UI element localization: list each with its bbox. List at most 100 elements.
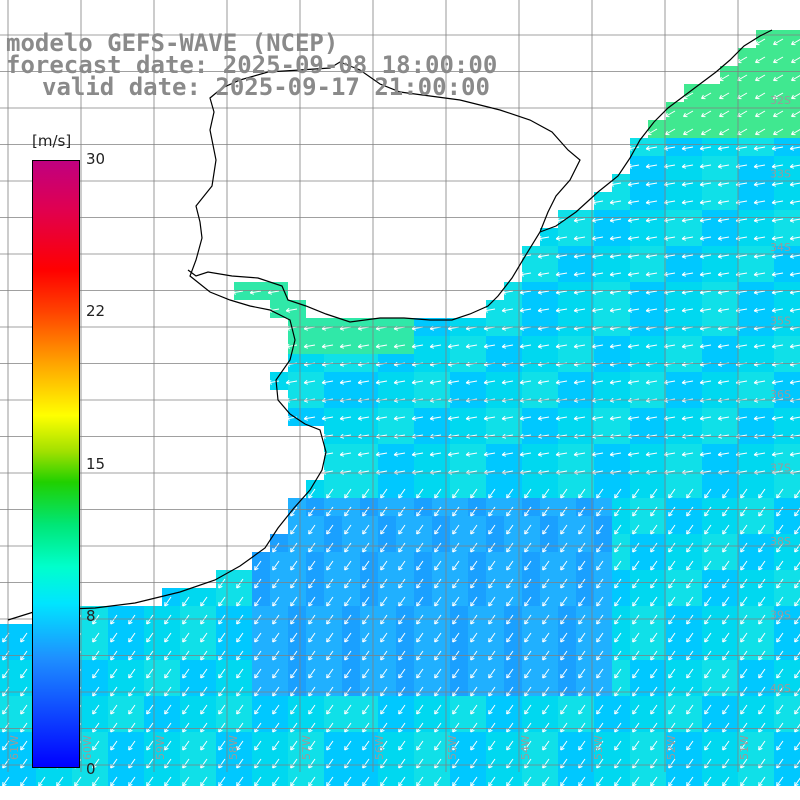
wind-arrow — [699, 253, 712, 259]
wind-arrow — [771, 217, 784, 223]
wind-arrow — [321, 343, 334, 349]
wind-arrow — [627, 217, 640, 223]
wind-arrow — [719, 128, 730, 136]
longitude-label: 56W — [373, 735, 386, 760]
wind-arrow — [429, 451, 442, 457]
wind-arrow — [717, 163, 730, 169]
wind-arrow — [596, 488, 604, 499]
wind-arrow — [555, 451, 568, 457]
wind-arrow — [501, 415, 514, 421]
wind-arrow — [519, 271, 532, 277]
wind-cell — [792, 210, 800, 228]
wind-arrow — [591, 253, 604, 259]
wind-cell — [792, 30, 800, 48]
wind-arrow — [591, 379, 604, 385]
wind-arrow — [645, 253, 658, 259]
wind-arrow — [681, 181, 694, 187]
wind-arrow — [753, 217, 766, 223]
latitude-label: 32S — [770, 94, 791, 107]
wind-arrow — [519, 307, 532, 313]
wind-arrow — [699, 271, 712, 277]
wind-arrow — [789, 415, 800, 421]
wind-cell — [792, 732, 800, 750]
wind-arrow — [771, 145, 784, 151]
wind-arrow — [791, 74, 800, 82]
colorbar — [32, 160, 80, 768]
wind-arrow — [573, 271, 586, 277]
wind-cell — [792, 444, 800, 462]
wind-arrow — [591, 343, 604, 349]
wind-arrow — [681, 307, 694, 313]
longitude-label: 58W — [227, 735, 240, 760]
wind-arrow — [609, 199, 622, 205]
wind-arrow — [411, 343, 424, 349]
wind-cell — [792, 480, 800, 498]
wind-arrow — [344, 506, 352, 517]
wind-arrow — [465, 451, 478, 457]
wind-arrow — [753, 235, 766, 241]
wind-arrow — [776, 488, 784, 499]
wind-cell — [792, 588, 800, 606]
wind-arrow — [668, 488, 676, 499]
wind-arrow — [519, 415, 532, 421]
wind-arrow — [719, 110, 730, 118]
wind-cell — [792, 174, 800, 192]
wind-arrow — [506, 506, 514, 517]
wind-arrow — [699, 451, 712, 457]
wind-arrow — [339, 451, 352, 457]
wind-arrow — [393, 343, 406, 349]
wind-arrow — [773, 38, 784, 46]
wind-arrow — [429, 379, 442, 385]
wind-arrow — [501, 307, 514, 313]
wind-arrow — [303, 379, 316, 385]
wind-arrow — [573, 451, 586, 457]
longitude-label: 55W — [446, 735, 459, 760]
wind-arrow — [645, 307, 658, 313]
wind-arrow — [755, 110, 766, 118]
wind-cell — [792, 390, 800, 408]
wind-arrow — [452, 506, 460, 517]
wind-cell — [792, 282, 800, 300]
wind-arrow — [647, 128, 658, 136]
wind-arrow — [560, 488, 568, 499]
wind-arrow — [627, 235, 640, 241]
wind-arrow — [699, 181, 712, 187]
wind-arrow — [573, 253, 586, 259]
wind-arrow — [755, 74, 766, 82]
wind-cell — [792, 66, 800, 84]
wind-arrow — [627, 379, 640, 385]
wind-arrow — [578, 488, 586, 499]
colorbar-unit: [m/s] — [32, 132, 72, 150]
wind-arrow — [771, 307, 784, 313]
wind-arrow — [699, 217, 712, 223]
wind-arrow — [303, 343, 316, 349]
wind-arrow — [683, 128, 694, 136]
wind-arrow — [321, 415, 334, 421]
wind-cell — [792, 498, 800, 516]
colorbar-tick-8: 8 — [86, 607, 96, 625]
wind-arrow — [755, 92, 766, 100]
wind-arrow — [753, 307, 766, 313]
wind-arrow — [704, 506, 712, 517]
wind-arrow — [719, 92, 730, 100]
wind-arrow — [789, 343, 800, 349]
wind-arrow — [470, 506, 478, 517]
wind-cell — [792, 48, 800, 66]
wind-cell — [792, 138, 800, 156]
wind-arrow — [645, 415, 658, 421]
wind-arrow — [519, 343, 532, 349]
wind-cell — [792, 120, 800, 138]
wind-arrow — [722, 506, 730, 517]
wind-arrow — [488, 506, 496, 517]
wind-arrow — [398, 506, 406, 517]
wind-arrow — [681, 379, 694, 385]
wind-arrow — [789, 271, 800, 277]
wind-direction-arrows — [2, 38, 800, 787]
wind-arrow — [681, 415, 694, 421]
wind-arrow — [753, 343, 766, 349]
wind-arrow — [740, 506, 748, 517]
wind-arrow — [789, 145, 800, 151]
wind-arrow — [429, 415, 442, 421]
wind-arrow — [627, 271, 640, 277]
wind-arrow — [573, 379, 586, 385]
